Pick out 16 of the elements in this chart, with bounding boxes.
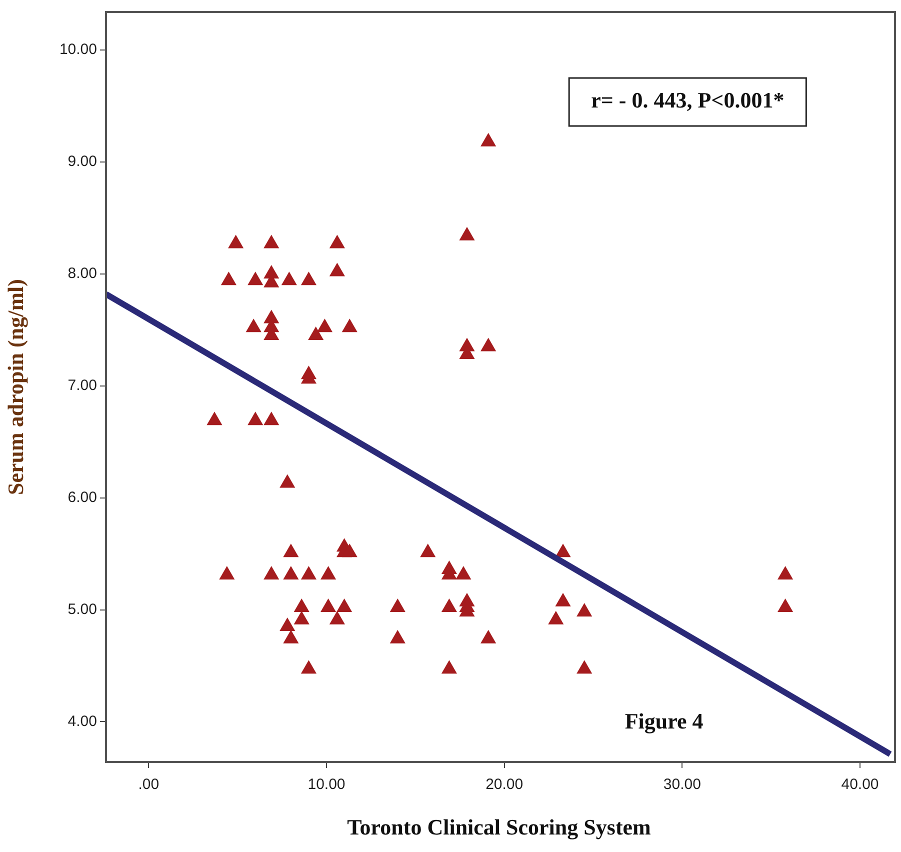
x-tick-label: .00 — [138, 776, 160, 794]
x-tick-label: 30.00 — [663, 776, 701, 794]
annotation: Figure 4 — [624, 708, 704, 734]
y-tick-label: 5.00 — [68, 600, 97, 618]
x-axis-title: Toronto Clinical Scoring System — [347, 814, 651, 840]
x-tick-label: 40.00 — [841, 776, 879, 794]
y-tick-label: 6.00 — [68, 488, 97, 506]
y-tick-label: 8.00 — [68, 265, 97, 282]
y-tick-label: 9.00 — [68, 153, 97, 170]
y-tick-label: 7.00 — [68, 377, 97, 394]
y-tick-label: 4.00 — [68, 712, 97, 730]
x-tick-label: 20.00 — [486, 776, 524, 794]
x-tick-label: 10.00 — [308, 776, 346, 794]
y-tick-label: 10.00 — [59, 41, 97, 58]
y-axis-title: Serum adropin (ng/ml) — [2, 279, 28, 495]
annotation: r= - 0. 443, P<0.001* — [591, 88, 784, 113]
